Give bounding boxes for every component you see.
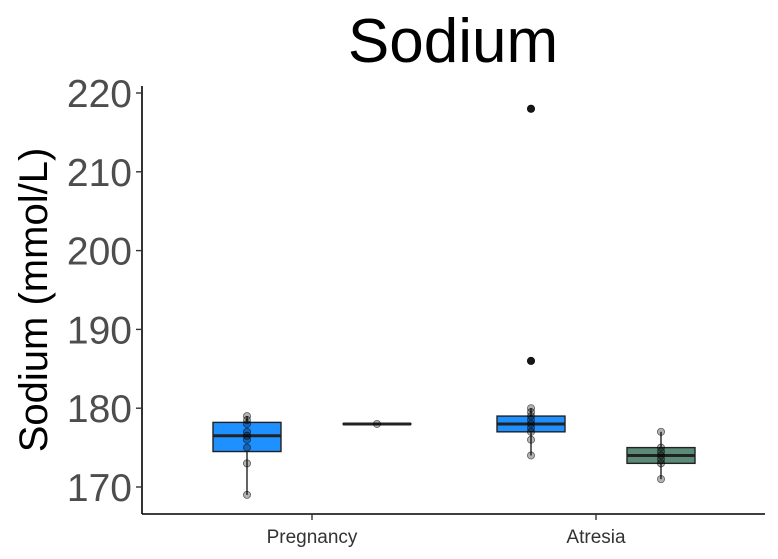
y-tick-label: 210 [67,152,132,195]
data-point [242,459,251,468]
y-axis-label: Sodium (mmol/L) [12,148,56,453]
y-tick-label: 200 [67,231,132,274]
data-point [657,475,666,484]
data-point [242,427,251,436]
data-point [242,443,251,452]
data-point [527,435,536,444]
y-tick-label: 170 [67,467,132,510]
outlier-point [527,104,535,113]
data-point [527,404,536,413]
data-point [527,356,536,365]
data-point [657,427,666,436]
outlier-point [527,356,535,365]
data-point [372,419,381,428]
data-point [657,443,666,452]
data-point [242,412,251,421]
plot-area: 170 180 190 200 210 220 Pregnancy Atresia [67,73,765,548]
chart-title: Sodium [348,7,558,76]
x-tick-label: Pregnancy [267,527,358,548]
y-tick-label: 190 [67,309,132,352]
data-point [242,490,251,499]
data-point [527,104,536,113]
y-tick-label: 180 [67,388,132,431]
data-point [527,451,536,460]
y-tick-label: 220 [67,73,132,116]
x-tick-label: Atresia [566,527,626,548]
